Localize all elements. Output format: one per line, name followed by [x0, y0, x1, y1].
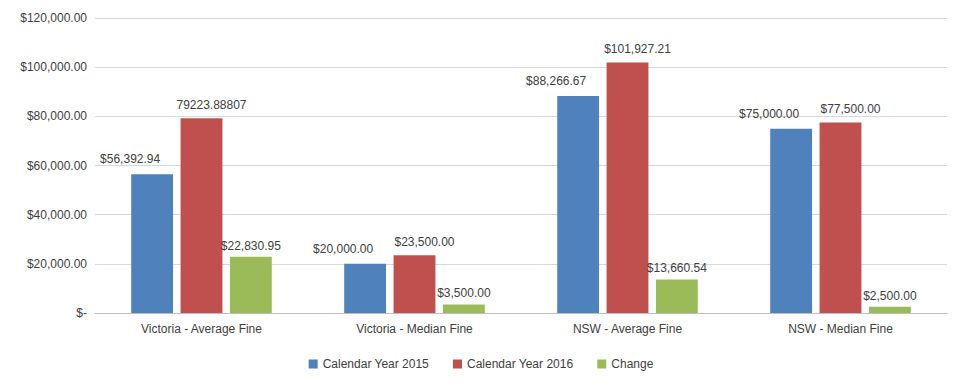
- svg-text:$100,000.00: $100,000.00: [20, 60, 87, 74]
- svg-text:$120,000.00: $120,000.00: [20, 11, 87, 25]
- svg-text:$88,266.67: $88,266.67: [526, 74, 586, 88]
- svg-text:Victoria - Average Fine: Victoria - Average Fine: [141, 322, 262, 336]
- svg-text:$-: $-: [76, 306, 87, 320]
- svg-text:79223.88807: 79223.88807: [176, 98, 246, 112]
- svg-text:Calendar Year 2016: Calendar Year 2016: [467, 357, 573, 371]
- svg-text:Change: Change: [611, 357, 653, 371]
- svg-text:$13,660.54: $13,660.54: [647, 261, 707, 275]
- svg-text:$22,830.95: $22,830.95: [221, 239, 281, 253]
- svg-text:$75,000.00: $75,000.00: [739, 107, 799, 121]
- svg-text:NSW - Median Fine: NSW - Median Fine: [788, 322, 893, 336]
- svg-text:$3,500.00: $3,500.00: [437, 286, 491, 300]
- svg-text:$40,000.00: $40,000.00: [27, 208, 87, 222]
- svg-text:$23,500.00: $23,500.00: [394, 235, 454, 249]
- svg-text:$101,927.21: $101,927.21: [604, 42, 671, 56]
- svg-text:$20,000.00: $20,000.00: [313, 242, 373, 256]
- svg-text:$2,500.00: $2,500.00: [863, 289, 917, 303]
- svg-text:$56,392.94: $56,392.94: [100, 152, 160, 166]
- svg-text:$77,500.00: $77,500.00: [820, 102, 880, 116]
- svg-text:$60,000.00: $60,000.00: [27, 159, 87, 173]
- svg-text:Victoria - Median Fine: Victoria - Median Fine: [356, 322, 473, 336]
- svg-text:$20,000.00: $20,000.00: [27, 257, 87, 271]
- svg-text:Calendar Year 2015: Calendar Year 2015: [323, 357, 429, 371]
- svg-text:NSW - Average Fine: NSW - Average Fine: [573, 322, 682, 336]
- svg-text:$80,000.00: $80,000.00: [27, 109, 87, 123]
